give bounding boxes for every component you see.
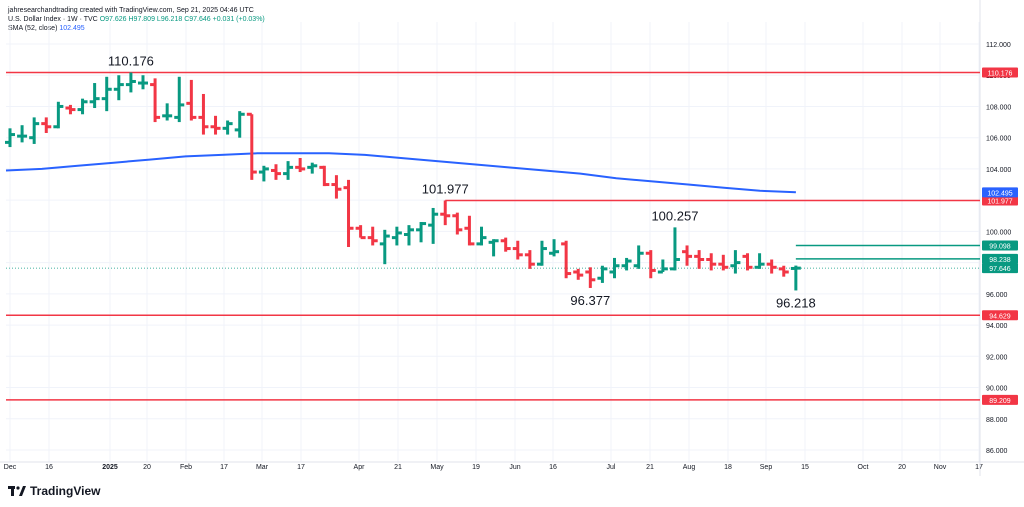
open-value: O97.626 [99,16,127,23]
price-tag [982,263,1018,274]
x-tick-label: Mar [256,464,269,471]
y-tick-label: 90.000 [986,386,1008,393]
x-tick-label: Jul [607,464,616,471]
x-tick-label: Oct [858,464,869,471]
level-price-tag [982,195,1018,206]
y-tick-label: 108.000 [986,104,1011,111]
x-tick-label: Dec [4,464,17,471]
y-tick-label: 112.000 [986,42,1011,49]
y-tick-label: 86.000 [986,448,1008,455]
x-tick-label: 20 [143,464,151,471]
sma-label: SMA (52, close) [8,25,58,32]
level-price-label: 99.098 [989,243,1011,250]
tradingview-logo[interactable]: TradingView [8,484,100,498]
x-tick-label: May [430,464,444,471]
extreme-value-label: 96.377 [570,293,610,308]
y-tick-label: 92.000 [986,354,1008,361]
level-price-label: 94.629 [989,313,1011,320]
ohlc-legend: U.S. Dollar Index · 1W · TVC O97.626 H97… [8,15,265,24]
level-price-tag [982,394,1018,405]
extreme-value-label: 100.257 [651,208,698,223]
level-price-label: 101.977 [987,199,1012,206]
low-value: L96.218 [156,16,183,23]
y-tick-label: 100.000 [986,229,1011,236]
level-price-tag [982,253,1018,264]
tradingview-logo-icon [8,485,26,496]
x-tick-label: 21 [394,464,402,471]
x-tick-label: 17 [297,464,305,471]
sma-legend[interactable]: SMA (52, close) 102.495 [8,24,265,33]
y-tick-label: 88.000 [986,417,1008,424]
x-tick-label: Jun [509,464,520,471]
price-tag-label: 97.646 [989,266,1011,273]
y-tick-label: 106.000 [986,136,1011,143]
x-tick-label: 2025 [102,464,118,471]
x-tick-label: Apr [354,464,366,471]
y-tick-label: 96.000 [986,292,1008,299]
x-tick-label: 19 [472,464,480,471]
x-tick-label: 15 [801,464,809,471]
change-value: +0.031 (+0.03%) [212,16,265,23]
attribution-text: jahresearchandtrading created with Tradi… [8,7,254,14]
sma-value: 102.495 [59,25,85,32]
close-value: C97.646 [184,16,211,23]
x-tick-label: 17 [975,464,983,471]
level-price-label: 98.238 [989,257,1011,264]
x-tick-label: Feb [180,464,192,471]
level-price-label: 89.209 [989,398,1011,405]
price-tag [982,187,1018,198]
x-tick-label: 16 [45,464,53,471]
level-price-tag [982,67,1018,78]
x-tick-label: 16 [549,464,557,471]
sma-line [5,152,796,194]
x-tick-label: 20 [898,464,906,471]
x-tick-label: Nov [934,464,947,471]
x-tick-label: Sep [760,464,773,471]
level-price-label: 110.176 [988,70,1013,77]
extreme-value-label: 101.977 [422,182,469,197]
level-price-tag [982,310,1018,321]
x-tick-label: 21 [646,464,654,471]
symbol-label[interactable]: U.S. Dollar Index · 1W · TVC [8,16,98,23]
high-value: H97.809 [128,16,155,23]
y-tick-label: 104.000 [986,167,1011,174]
extreme-value-label: 110.176 [108,53,154,68]
x-tick-label: 18 [724,464,732,471]
x-tick-label: 17 [220,464,228,471]
price-tag-label: 102.495 [987,190,1012,197]
extreme-value-label: 96.218 [776,295,816,310]
tradingview-brand: TradingView [30,484,101,498]
chart-header: jahresearchandtrading created with Tradi… [8,6,265,33]
x-tick-label: Aug [683,464,696,471]
level-price-tag [982,240,1018,251]
y-tick-label: 94.000 [986,323,1008,330]
